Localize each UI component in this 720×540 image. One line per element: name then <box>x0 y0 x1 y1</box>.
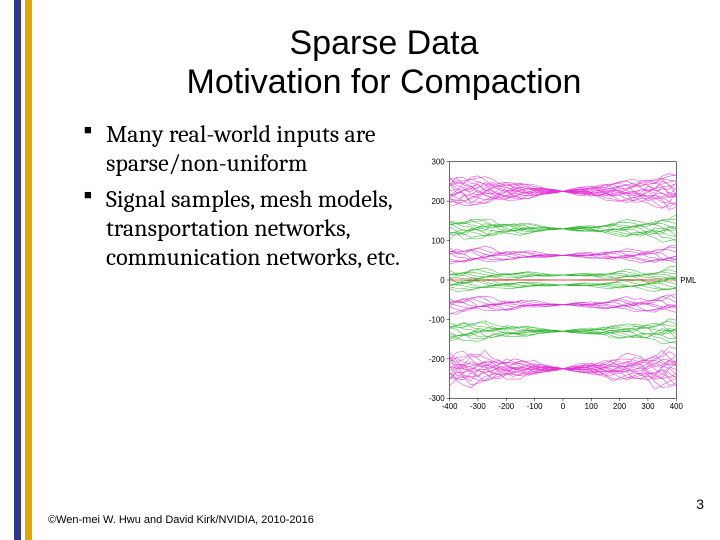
svg-text:-200: -200 <box>498 402 514 410</box>
svg-text:200: 200 <box>613 402 627 410</box>
title-line-1: Sparse Data <box>290 24 479 62</box>
svg-text:300: 300 <box>641 402 655 410</box>
page-number: 3 <box>696 496 704 512</box>
svg-text:-200: -200 <box>429 355 445 364</box>
slide-body: Sparse Data Motivation for Compaction Ma… <box>48 0 720 540</box>
stripe-gold <box>25 0 32 540</box>
svg-text:400: 400 <box>670 402 684 410</box>
signal-figure: 3002001000-100-200-300-400-300-200-10001… <box>420 150 696 410</box>
svg-text:-100: -100 <box>429 316 445 325</box>
svg-text:100: 100 <box>432 237 446 246</box>
svg-text:-300: -300 <box>470 402 486 410</box>
svg-text:-400: -400 <box>442 402 458 410</box>
title-line-2: Motivation for Compaction <box>187 63 582 101</box>
svg-text:0: 0 <box>440 276 445 285</box>
svg-text:-100: -100 <box>527 402 543 410</box>
svg-text:300: 300 <box>432 158 446 167</box>
slide-title: Sparse Data Motivation for Compaction <box>72 18 696 120</box>
svg-text:PML: PML <box>680 276 696 285</box>
copyright: ©Wen-mei W. Hwu and David Kirk/NVIDIA, 2… <box>48 514 314 526</box>
bullet-1: Many real-world inputs are sparse/non-un… <box>84 120 412 179</box>
stripe-blue <box>14 0 21 540</box>
accent-stripe <box>14 0 32 540</box>
svg-text:0: 0 <box>561 402 566 410</box>
svg-text:100: 100 <box>585 402 599 410</box>
bullet-list: Many real-world inputs are sparse/non-un… <box>72 120 412 278</box>
content-row: Many real-world inputs are sparse/non-un… <box>72 120 696 410</box>
svg-text:200: 200 <box>432 197 446 206</box>
bullet-2: Signal samples, mesh models, transportat… <box>84 185 412 273</box>
signal-svg: 3002001000-100-200-300-400-300-200-10001… <box>420 150 696 410</box>
